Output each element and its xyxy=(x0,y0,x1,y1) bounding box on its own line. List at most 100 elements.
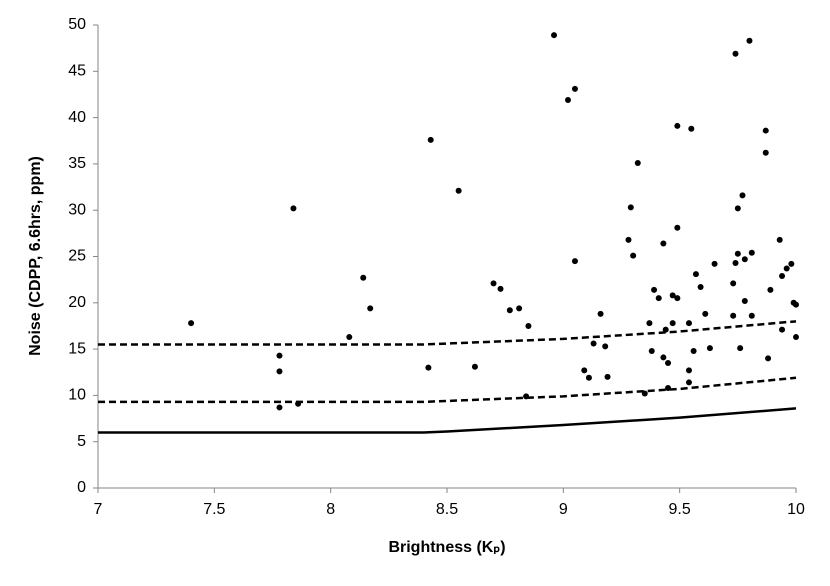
data-point xyxy=(783,265,790,272)
data-point xyxy=(625,236,632,243)
data-point xyxy=(425,364,432,371)
y-tick-label: 50 xyxy=(68,16,86,33)
data-point xyxy=(690,347,697,354)
data-point xyxy=(674,224,681,231)
data-point xyxy=(602,343,609,350)
data-point xyxy=(737,345,744,352)
data-point xyxy=(734,250,741,257)
data-point xyxy=(732,259,739,266)
data-point xyxy=(662,326,669,333)
data-point xyxy=(581,367,588,374)
data-point xyxy=(706,345,713,352)
y-tick-label: 30 xyxy=(68,201,86,218)
data-point xyxy=(590,340,597,347)
data-point xyxy=(762,149,769,156)
x-tick-label: 10 xyxy=(787,501,805,518)
y-tick-label: 25 xyxy=(68,248,86,265)
data-point xyxy=(525,322,532,329)
data-point xyxy=(702,310,709,317)
data-point xyxy=(692,271,699,278)
line xyxy=(98,407,797,434)
y-tick-label: 20 xyxy=(68,294,86,311)
data-point xyxy=(788,260,795,267)
data-point xyxy=(793,334,799,341)
data-point xyxy=(276,404,283,411)
data-point xyxy=(427,136,434,143)
y-tick-label: 5 xyxy=(77,433,86,450)
data-point xyxy=(604,373,611,380)
data-point xyxy=(685,379,692,386)
x-tick-label: 8 xyxy=(326,501,335,518)
data-point xyxy=(627,204,634,211)
data-point xyxy=(597,310,604,317)
data-point xyxy=(471,363,478,370)
data-point xyxy=(455,187,462,194)
data-point xyxy=(674,122,681,129)
data-point xyxy=(748,249,755,256)
data-point xyxy=(516,305,523,312)
data-point xyxy=(648,347,655,354)
data-point xyxy=(762,127,769,134)
data-point xyxy=(276,368,283,375)
data-point xyxy=(741,297,748,304)
y-tick-label: 10 xyxy=(68,387,86,404)
data-point xyxy=(741,256,748,263)
data-point xyxy=(276,352,283,359)
data-point xyxy=(765,355,772,362)
data-point xyxy=(490,280,497,287)
data-point xyxy=(665,384,672,391)
x-tick-label: 7 xyxy=(94,501,103,518)
y-tick-label: 45 xyxy=(68,63,86,80)
data-point xyxy=(697,284,704,291)
y-tick-label: 40 xyxy=(68,109,86,126)
data-point xyxy=(660,354,667,361)
data-point xyxy=(748,312,755,319)
x-tick-label: 9 xyxy=(559,501,568,518)
data-point xyxy=(665,359,672,366)
x-tick-label: 9.5 xyxy=(669,501,691,518)
data-point xyxy=(767,286,774,293)
data-point xyxy=(732,50,739,57)
data-point xyxy=(367,305,374,312)
data-point xyxy=(346,334,353,341)
data-point xyxy=(655,295,662,302)
data-point xyxy=(730,280,737,287)
data-point xyxy=(730,312,737,319)
data-point xyxy=(779,326,786,333)
y-tick-label: 35 xyxy=(68,155,86,172)
data-point xyxy=(688,125,695,132)
x-tick-label: 8.5 xyxy=(436,501,458,518)
data-point xyxy=(685,367,692,374)
y-tick-label: 15 xyxy=(68,340,86,357)
data-point xyxy=(669,292,676,299)
data-point xyxy=(564,97,571,104)
data-point xyxy=(360,274,367,281)
data-point xyxy=(660,240,667,247)
data-point xyxy=(497,285,504,292)
data-point xyxy=(746,37,753,44)
data-point xyxy=(188,320,195,327)
data-point xyxy=(651,286,658,293)
data-point xyxy=(506,307,513,314)
data-point xyxy=(551,32,558,39)
y-tick-label: 0 xyxy=(77,479,86,496)
data-point xyxy=(685,320,692,327)
line xyxy=(98,320,797,346)
line xyxy=(98,376,797,404)
data-point xyxy=(674,295,681,302)
x-axis-label: Brightness (Kₚ) xyxy=(388,539,505,556)
data-point xyxy=(776,236,783,243)
data-point xyxy=(646,320,653,327)
y-axis-label: Noise (CDPP, 6.6hrs, ppm) xyxy=(27,156,44,356)
data-point xyxy=(739,192,746,199)
data-point xyxy=(669,320,676,327)
data-point xyxy=(711,260,718,267)
data-point xyxy=(779,272,786,279)
data-point xyxy=(793,301,799,308)
data-point xyxy=(571,85,578,92)
data-point xyxy=(585,374,592,381)
data-point xyxy=(290,205,297,212)
data-point xyxy=(734,205,741,212)
data-point xyxy=(571,258,578,265)
